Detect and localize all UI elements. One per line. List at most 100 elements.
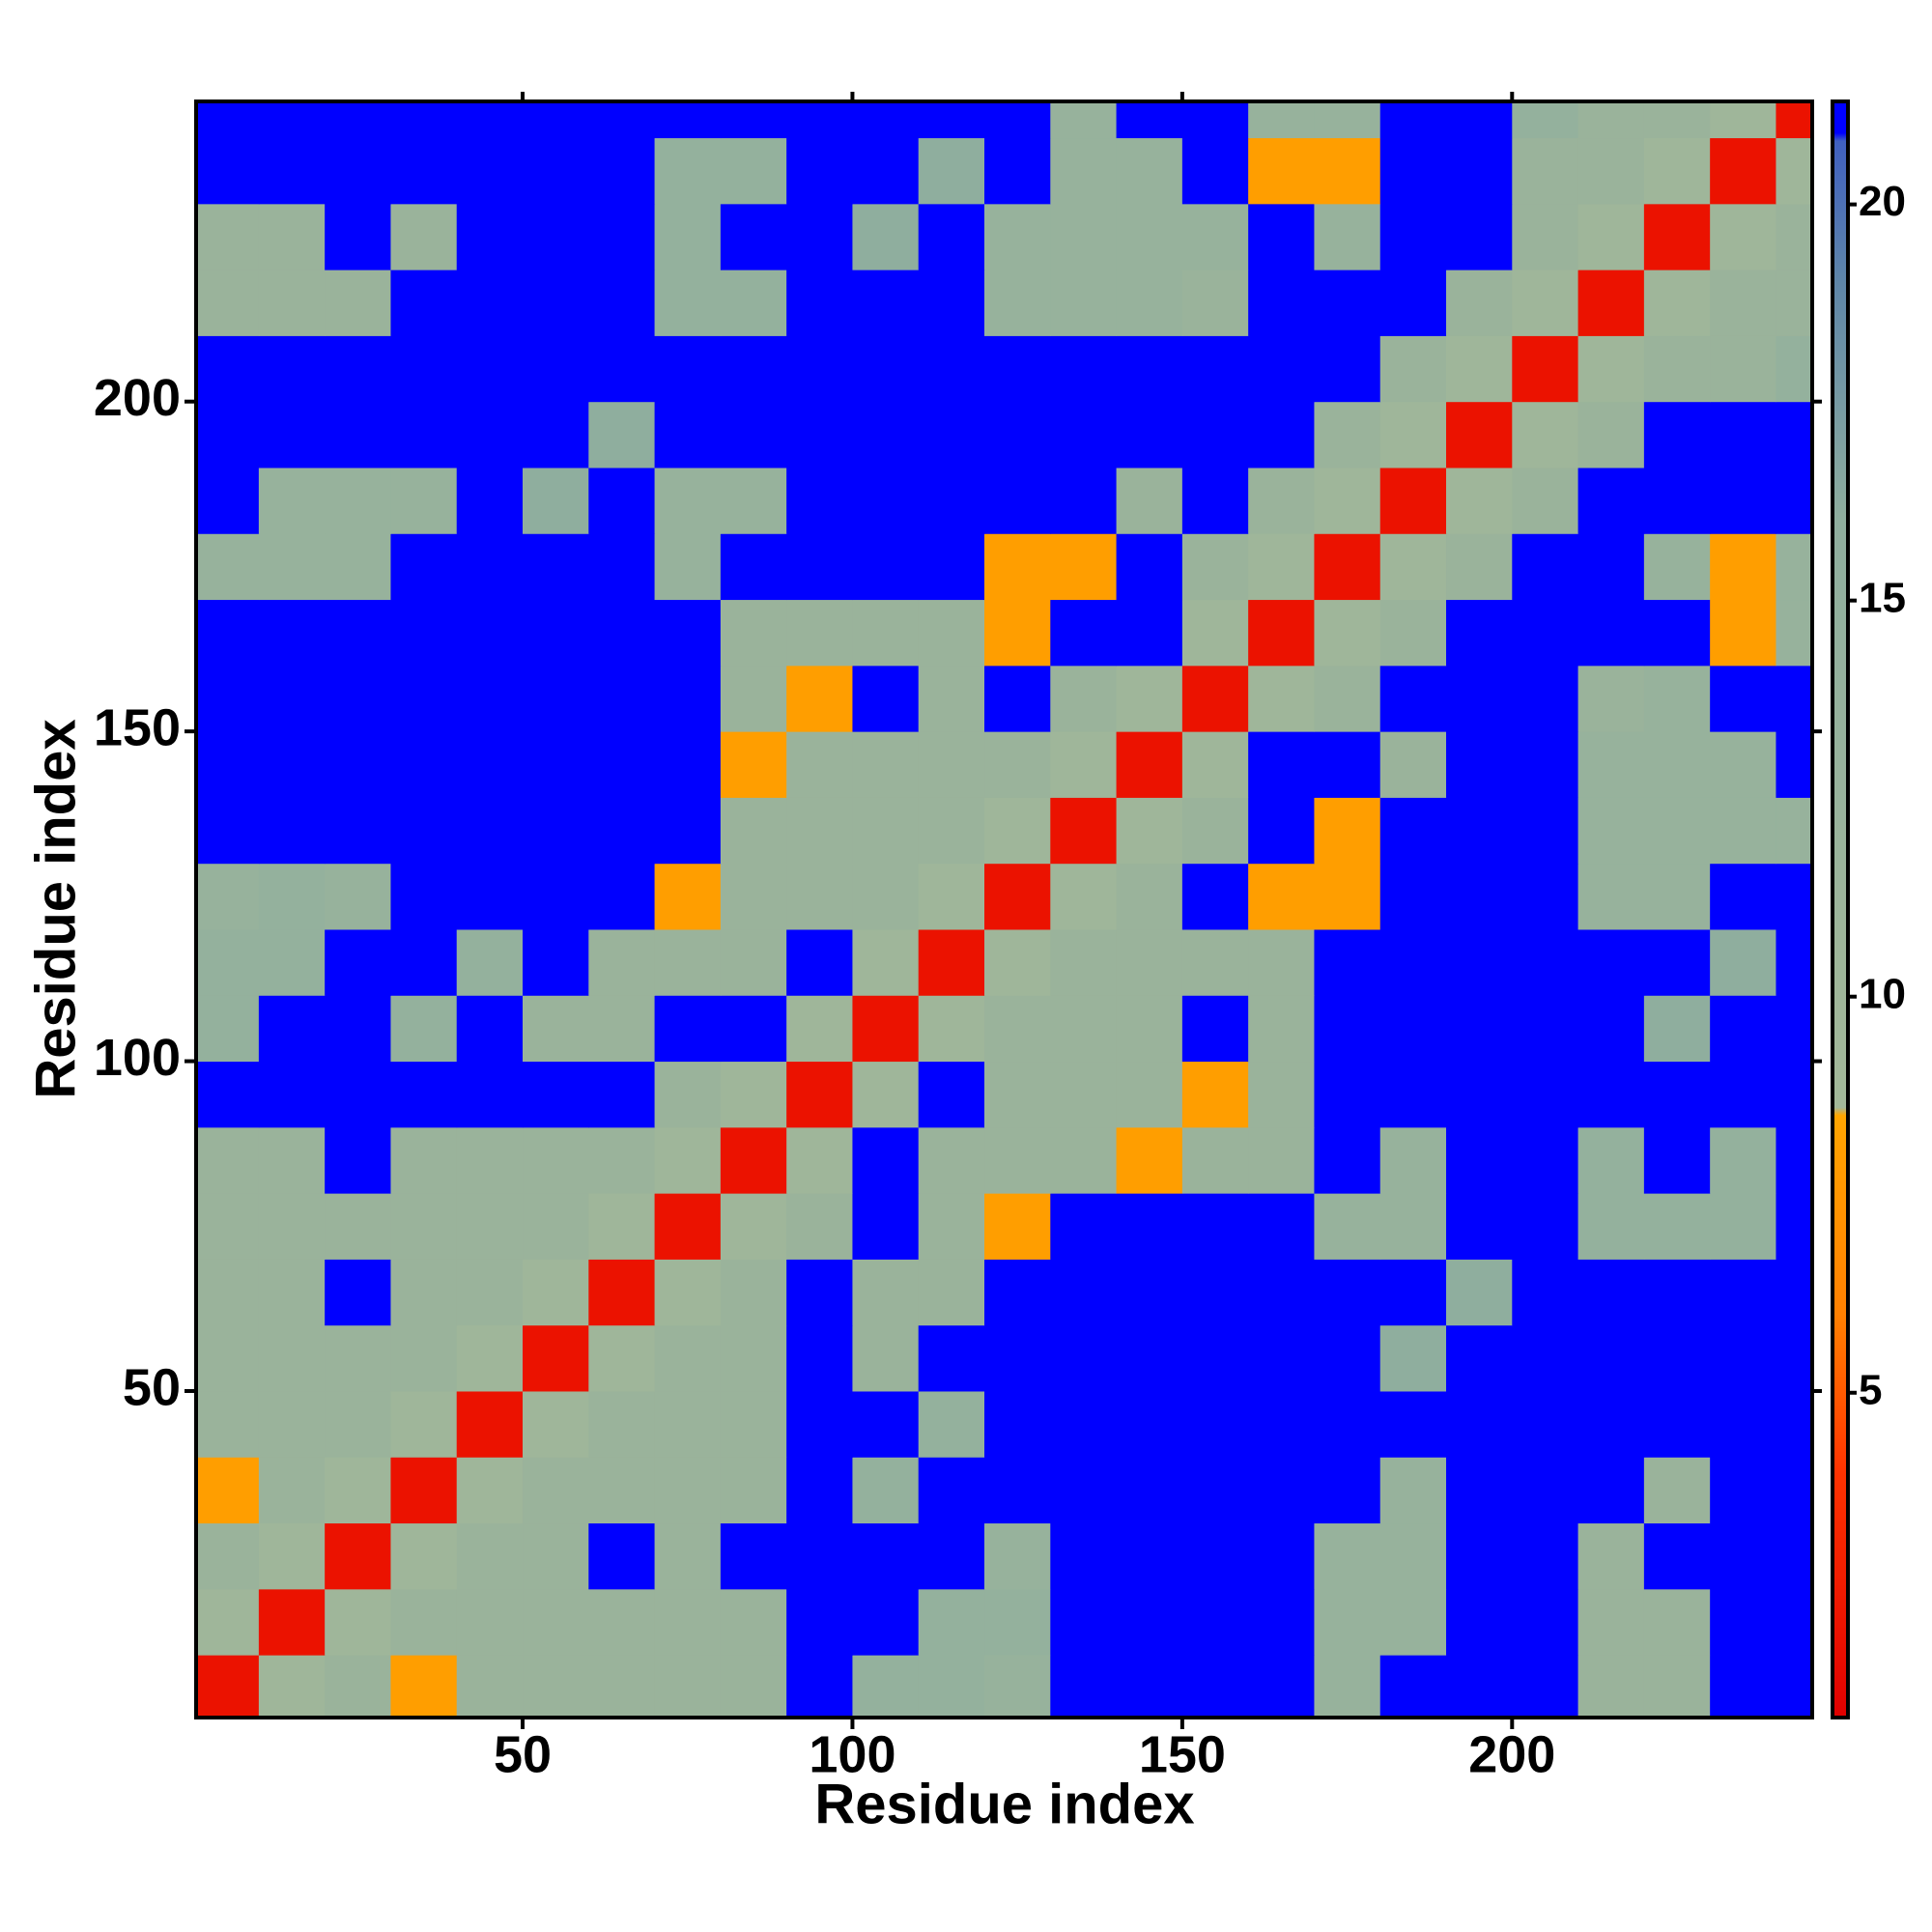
heatmap-cell bbox=[852, 137, 920, 205]
heatmap-cell bbox=[1314, 401, 1381, 469]
heatmap-cell bbox=[786, 1588, 853, 1656]
heatmap-cell bbox=[1314, 1259, 1381, 1326]
heatmap-cell bbox=[258, 533, 326, 601]
heatmap-cell bbox=[456, 1061, 524, 1128]
heatmap-cell bbox=[786, 401, 853, 469]
heatmap-cell bbox=[852, 1522, 920, 1590]
heatmap-cell bbox=[588, 1390, 656, 1458]
heatmap-cell bbox=[852, 599, 920, 667]
heatmap-cell bbox=[720, 401, 787, 469]
heatmap-cell bbox=[984, 401, 1051, 469]
heatmap-cell bbox=[1314, 101, 1381, 139]
heatmap-cell bbox=[196, 863, 260, 930]
heatmap-cell bbox=[786, 665, 853, 732]
heatmap-cell bbox=[1248, 599, 1315, 667]
heatmap-cell bbox=[325, 1324, 391, 1392]
colorbar-tick-label: 10 bbox=[1859, 970, 1906, 1017]
heatmap-cell bbox=[258, 1655, 326, 1718]
heatmap-cell bbox=[984, 137, 1051, 205]
heatmap-cell bbox=[1512, 270, 1579, 336]
heatmap-cell bbox=[786, 335, 853, 403]
heatmap-cell bbox=[654, 1259, 722, 1326]
heatmap-cell bbox=[786, 928, 853, 996]
heatmap-cell bbox=[1181, 401, 1249, 469]
heatmap-cell bbox=[1050, 1588, 1118, 1656]
heatmap-cell bbox=[588, 1522, 656, 1590]
heatmap-cell bbox=[720, 863, 787, 930]
heatmap-cell bbox=[1248, 1457, 1315, 1524]
heatmap-cell bbox=[1776, 863, 1812, 930]
heatmap-cell bbox=[852, 797, 920, 865]
heatmap-cell bbox=[1050, 203, 1118, 270]
heatmap-cell bbox=[786, 599, 853, 667]
heatmap-cell bbox=[1379, 101, 1447, 139]
y-tick-label: 150 bbox=[94, 698, 181, 756]
heatmap-cell bbox=[654, 599, 722, 667]
heatmap-cell bbox=[1710, 1457, 1776, 1524]
heatmap-cell bbox=[852, 1588, 920, 1656]
heatmap-cell bbox=[786, 1061, 853, 1128]
heatmap-cell bbox=[1116, 1061, 1183, 1128]
heatmap-cell bbox=[1577, 1588, 1645, 1656]
heatmap-cell bbox=[456, 863, 524, 930]
heatmap-cell bbox=[588, 1126, 656, 1194]
heatmap-cell bbox=[1379, 137, 1447, 205]
colorbar-tick-label: 5 bbox=[1859, 1366, 1882, 1413]
heatmap-cell bbox=[523, 797, 589, 865]
heatmap-cell bbox=[1710, 101, 1776, 139]
heatmap-cell bbox=[523, 1259, 589, 1326]
heatmap-cell bbox=[984, 797, 1051, 865]
heatmap-cell bbox=[390, 1126, 458, 1194]
heatmap-cell bbox=[1446, 731, 1513, 798]
heatmap-cell bbox=[720, 533, 787, 601]
heatmap-cell bbox=[984, 731, 1051, 798]
heatmap-cell bbox=[258, 1193, 326, 1260]
heatmap-cell bbox=[456, 928, 524, 996]
heatmap-cell bbox=[588, 101, 656, 139]
heatmap-cell bbox=[456, 467, 524, 534]
heatmap-cell bbox=[1776, 1457, 1812, 1524]
heatmap-cell bbox=[196, 1324, 260, 1392]
heatmap-cell bbox=[1643, 1390, 1711, 1458]
heatmap-cell bbox=[1116, 599, 1183, 667]
heatmap-cell bbox=[196, 101, 260, 139]
heatmap-cell bbox=[1512, 928, 1579, 996]
heatmap-cell bbox=[918, 401, 985, 469]
heatmap-cell bbox=[1181, 599, 1249, 667]
heatmap-cell bbox=[720, 467, 787, 534]
heatmap-cell bbox=[1379, 1522, 1447, 1590]
heatmap-cell bbox=[918, 1193, 985, 1260]
heatmap-cell bbox=[1776, 1522, 1812, 1590]
colorbar-tick-label: 20 bbox=[1859, 178, 1906, 225]
heatmap-cell bbox=[1512, 467, 1579, 534]
heatmap-cell bbox=[1248, 995, 1315, 1063]
heatmap-cell bbox=[1577, 1457, 1645, 1524]
colorbar bbox=[1831, 99, 1850, 1719]
heatmap-cell bbox=[258, 1061, 326, 1128]
heatmap-cell bbox=[196, 1193, 260, 1260]
heatmap-cell bbox=[325, 1061, 391, 1128]
heatmap-cell bbox=[654, 270, 722, 336]
heatmap-cell bbox=[1643, 1259, 1711, 1326]
heatmap-cell bbox=[984, 270, 1051, 336]
heatmap-cell bbox=[456, 101, 524, 139]
heatmap-cell bbox=[654, 863, 722, 930]
heatmap-cell bbox=[1710, 599, 1776, 667]
heatmap-cell bbox=[1116, 665, 1183, 732]
heatmap-cell bbox=[588, 533, 656, 601]
heatmap-cell bbox=[258, 335, 326, 403]
heatmap-cell bbox=[1776, 797, 1812, 865]
heatmap-cell bbox=[1116, 1324, 1183, 1392]
heatmap-cell bbox=[258, 1259, 326, 1326]
heatmap-cell bbox=[1116, 731, 1183, 798]
heatmap-cell bbox=[918, 665, 985, 732]
heatmap-cell bbox=[390, 665, 458, 732]
heatmap-cell bbox=[1643, 533, 1711, 601]
heatmap-cell bbox=[390, 928, 458, 996]
heatmap-cell bbox=[390, 101, 458, 139]
heatmap-cell bbox=[1116, 101, 1183, 139]
heatmap-cell bbox=[258, 203, 326, 270]
heatmap-cell bbox=[1314, 467, 1381, 534]
heatmap-cell bbox=[1314, 1126, 1381, 1194]
heatmap-cell bbox=[1116, 1522, 1183, 1590]
